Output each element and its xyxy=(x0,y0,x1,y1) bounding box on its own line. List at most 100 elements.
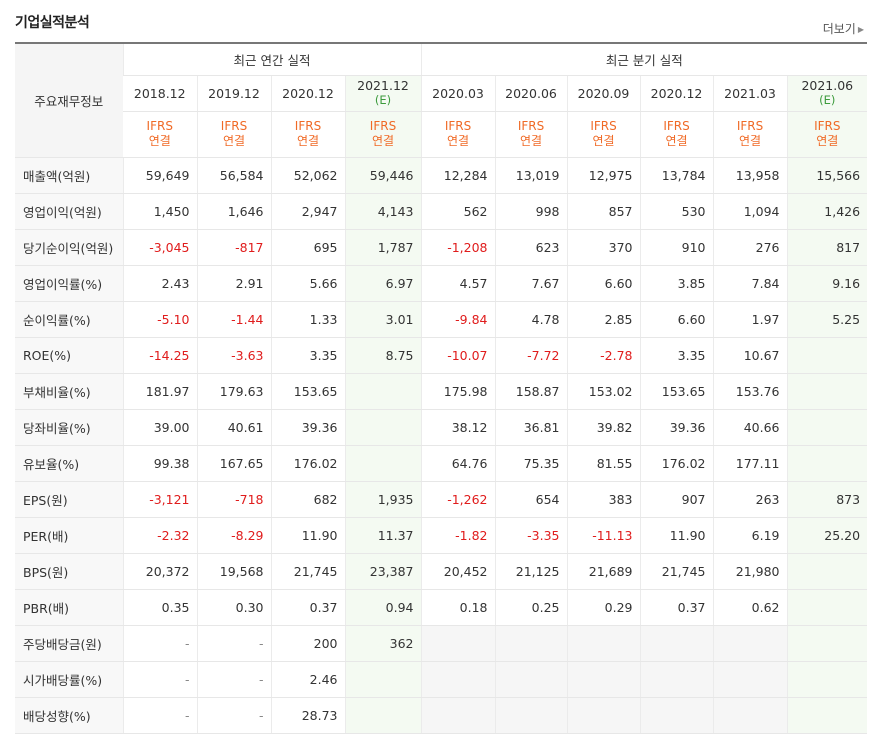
value-cell: 59,446 xyxy=(344,157,422,194)
value-cell: 3.85 xyxy=(639,264,714,302)
value-cell: 6.60 xyxy=(639,301,714,338)
row-label: PBR(배) xyxy=(15,589,123,626)
period-label: 2020.09 xyxy=(577,85,630,101)
value-cell: 0.37 xyxy=(270,589,345,626)
table-row: 주당배당금(원) - -200 362 xyxy=(15,624,868,662)
value-cell xyxy=(494,624,568,662)
estimate-marker: (E) xyxy=(819,93,836,107)
period-header: 2020.12 xyxy=(270,75,345,112)
value-cell: 153.65 xyxy=(639,372,714,410)
value-cell: 21,745 xyxy=(639,553,714,590)
value-cell: 5.66 xyxy=(270,264,345,302)
value-cell: -1,262 xyxy=(420,480,496,518)
value-cell: 910 xyxy=(639,229,714,266)
value-cell: 200 xyxy=(270,624,345,662)
value-cell: 1,646 xyxy=(196,193,271,230)
basis-header: IFRS 연결 xyxy=(639,111,714,158)
value-cell: 857 xyxy=(566,193,641,230)
value-cell: -3.35 xyxy=(494,517,568,554)
basis-line1: IFRS xyxy=(590,119,617,133)
basis-line2: 연결 xyxy=(592,134,615,148)
basis-line1: IFRS xyxy=(444,119,472,133)
table-row: 당좌비율(%) 39.00 40.61 39.36 38.12 36.81 39.82 39.… xyxy=(15,409,868,446)
period-label: 2019.12 xyxy=(208,85,260,101)
value-cell xyxy=(639,661,714,698)
value-cell xyxy=(786,372,868,410)
value-cell: 654 xyxy=(494,480,568,518)
value-cell: 13,019 xyxy=(494,157,568,194)
value-cell: -11.13 xyxy=(566,517,641,554)
basis-line1: IFRS xyxy=(814,119,841,133)
value-cell: 15,566 xyxy=(786,157,868,194)
basis-line1: IFRS xyxy=(663,119,690,133)
table-row: 시가배당률(%) - -2.46 xyxy=(15,661,868,698)
value-cell: 3.35 xyxy=(639,337,714,374)
value-cell: 153.76 xyxy=(712,372,788,410)
value-cell: 20,452 xyxy=(420,553,496,590)
value-cell: -3.63 xyxy=(196,337,271,374)
row-label: BPS(원) xyxy=(15,553,123,590)
basis-line2: 연결 xyxy=(148,134,171,148)
value-cell xyxy=(786,589,868,626)
basis-line1: IFRS xyxy=(736,119,764,133)
value-cell: 263 xyxy=(712,480,788,518)
table-row: PER(배) -2.32 -8.29 11.90 11.37 -1.82 -3.35 -11.… xyxy=(15,517,868,554)
value-cell: 562 xyxy=(420,193,496,230)
value-cell: 21,980 xyxy=(712,553,788,590)
basis-header: IFRS 연결 xyxy=(270,111,345,158)
value-cell: 9.16 xyxy=(786,264,868,302)
value-cell: 23,387 xyxy=(344,553,422,590)
value-cell: 10.67 xyxy=(712,337,788,374)
basis-header: IFRS 연결 xyxy=(786,111,868,158)
period-header: 2020.09 xyxy=(566,75,641,112)
value-cell: 81.55 xyxy=(566,445,641,482)
table-row: 영업이익률(%) 2.43 2.91 5.66 6.97 4.57 7.67 6.60 3.85… xyxy=(15,264,868,302)
row-label: 당좌비율(%) xyxy=(15,409,123,446)
value-cell: 181.97 xyxy=(122,372,197,410)
value-cell: 21,745 xyxy=(270,553,345,590)
value-cell: 530 xyxy=(639,193,714,230)
row-label: 순이익률(%) xyxy=(15,301,123,338)
value-cell: -8.29 xyxy=(196,517,271,554)
value-cell xyxy=(786,697,868,734)
table-row: 부채비율(%) 181.97 179.63 153.65 175.98 158.87 153… xyxy=(15,372,868,410)
value-cell: 623 xyxy=(494,229,568,266)
value-cell: 4.78 xyxy=(494,301,568,338)
value-cell: 1.97 xyxy=(712,301,788,338)
period-label: 2020.06 xyxy=(505,85,557,101)
value-cell: -718 xyxy=(196,480,271,518)
table-row: 순이익률(%) -5.10 -1.44 1.33 3.01 -9.84 4.78 2.85 6.… xyxy=(15,301,868,338)
value-cell xyxy=(712,661,788,698)
value-cell: -14.25 xyxy=(122,337,197,374)
value-cell: -1.44 xyxy=(196,301,271,338)
value-cell: 6.97 xyxy=(344,264,422,302)
value-cell: 64.76 xyxy=(420,445,496,482)
value-cell: 2.85 xyxy=(566,301,641,338)
value-cell: -817 xyxy=(196,229,271,266)
value-cell: - xyxy=(122,661,197,698)
value-cell xyxy=(639,624,714,662)
basis-header: IFRS 연결 xyxy=(196,111,271,158)
value-cell: - xyxy=(196,661,271,698)
table-row: PBR(배) 0.35 0.30 0.37 0.94 0.18 0.25 0.29 0.37 0.… xyxy=(15,589,868,626)
value-cell: 11.37 xyxy=(344,517,422,554)
financial-summary-table: 주요재무정보 최근 연간 실적 최근 분기 실적 2018.12 2019.12 2… xyxy=(15,42,868,734)
value-cell: 28.73 xyxy=(270,697,345,734)
basis-line2: 연결 xyxy=(665,134,688,148)
period-header: 2021.03 xyxy=(712,75,788,112)
row-label: 당기순이익(억원) xyxy=(15,229,123,266)
value-cell: -10.07 xyxy=(420,337,496,374)
value-cell: 1,787 xyxy=(344,229,422,266)
basis-line1: IFRS xyxy=(369,119,397,133)
value-cell xyxy=(786,661,868,698)
value-cell xyxy=(420,697,496,734)
value-cell xyxy=(344,661,422,698)
row-label: 배당성향(%) xyxy=(15,697,123,734)
value-cell: -2.32 xyxy=(122,517,197,554)
more-link[interactable]: 더보기 ▶ xyxy=(823,20,864,37)
value-cell: 39.00 xyxy=(122,409,197,446)
period-header: 2021.12 (E) xyxy=(344,75,422,112)
table-row: 배당성향(%) - -28.73 xyxy=(15,697,868,734)
row-label: 영업이익률(%) xyxy=(15,264,123,302)
value-cell: 873 xyxy=(786,480,868,518)
